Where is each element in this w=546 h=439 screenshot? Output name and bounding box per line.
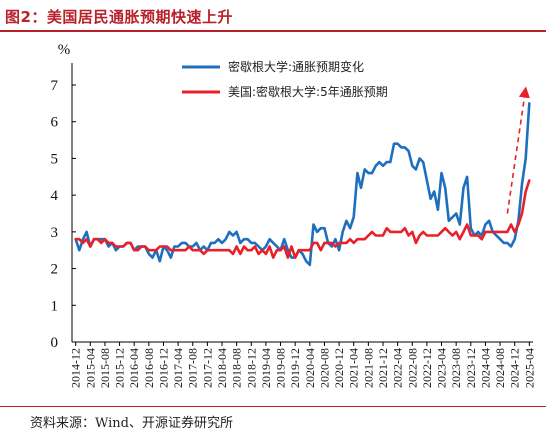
y-tick-label: 3 bbox=[51, 225, 59, 241]
x-tick-label: 2024-08 bbox=[493, 348, 507, 388]
x-tick-label: 2014-12 bbox=[69, 348, 83, 388]
x-tick-label: 2022-08 bbox=[405, 348, 419, 388]
x-tick-label: 2019-04 bbox=[259, 348, 273, 388]
y-tick-label: 7 bbox=[51, 78, 59, 94]
x-tick-label: 2021-04 bbox=[347, 348, 361, 388]
x-tick-label: 2021-12 bbox=[376, 348, 390, 388]
y-tick-label: 4 bbox=[51, 188, 59, 204]
series-lines bbox=[74, 102, 531, 267]
x-tick-label: 2020-08 bbox=[317, 348, 331, 388]
series-line-1 bbox=[74, 102, 531, 267]
x-tick-label: 2018-04 bbox=[215, 348, 229, 388]
source-rule bbox=[0, 406, 546, 407]
x-tick-label: 2018-08 bbox=[230, 348, 244, 388]
x-tick-label: 2017-12 bbox=[200, 348, 214, 388]
x-tick-label: 2020-12 bbox=[332, 348, 346, 388]
x-tick-label: 2023-04 bbox=[435, 348, 449, 388]
x-tick-label: 2016-04 bbox=[127, 348, 141, 388]
annotations bbox=[506, 86, 530, 214]
x-tick-label: 2022-04 bbox=[391, 348, 405, 388]
figure-title: 图2：美国居民通胀预期快速上升 bbox=[5, 8, 233, 26]
x-tick-label: 2023-08 bbox=[449, 348, 463, 388]
x-tick-label: 2025-04 bbox=[522, 348, 536, 388]
y-axis-ticks: 0 1 2 3 4 5 6 7 bbox=[51, 78, 76, 351]
x-tick-label: 2023-12 bbox=[464, 348, 478, 388]
x-tick-label: 2015-12 bbox=[113, 348, 127, 388]
x-tick-label: 2018-12 bbox=[244, 348, 258, 388]
y-tick-label: 5 bbox=[51, 151, 59, 167]
x-tick-label: 2015-04 bbox=[83, 348, 97, 388]
series-line-2 bbox=[74, 179, 531, 259]
legend-label-1: 密歇根大学:通胀预期变化 bbox=[228, 59, 364, 74]
x-tick-label: 2024-12 bbox=[508, 348, 522, 388]
x-tick-label: 2024-04 bbox=[478, 348, 492, 388]
y-tick-label: 6 bbox=[51, 115, 59, 131]
x-tick-label: 2019-08 bbox=[274, 348, 288, 388]
x-tick-label: 2022-12 bbox=[420, 348, 434, 388]
x-tick-label: 2016-08 bbox=[142, 348, 156, 388]
y-axis-unit-label: % bbox=[58, 42, 71, 58]
y-tick-label: 1 bbox=[51, 298, 59, 314]
x-tick-label: 2021-08 bbox=[361, 348, 375, 388]
y-tick-label: 2 bbox=[51, 262, 59, 278]
y-tick-label: 0 bbox=[51, 335, 59, 351]
x-tick-label: 2016-12 bbox=[156, 348, 170, 388]
x-tick-label: 2017-04 bbox=[171, 348, 185, 388]
legend-label-2: 美国:密歇根大学:5年通胀预期 bbox=[228, 84, 388, 99]
x-axis-ticks: 2014-12 2015-04 2015-08 2015-12 2016-04 2016-… bbox=[69, 342, 536, 388]
x-tick-label: 2019-12 bbox=[288, 348, 302, 388]
title-rule bbox=[0, 30, 546, 32]
trend-arrow bbox=[506, 86, 530, 214]
x-tick-label: 2015-08 bbox=[98, 348, 112, 388]
x-tick-label: 2020-04 bbox=[303, 348, 317, 388]
x-tick-label: 2017-08 bbox=[186, 348, 200, 388]
source-note: 资料来源：Wind、开源证券研究所 bbox=[30, 416, 233, 431]
